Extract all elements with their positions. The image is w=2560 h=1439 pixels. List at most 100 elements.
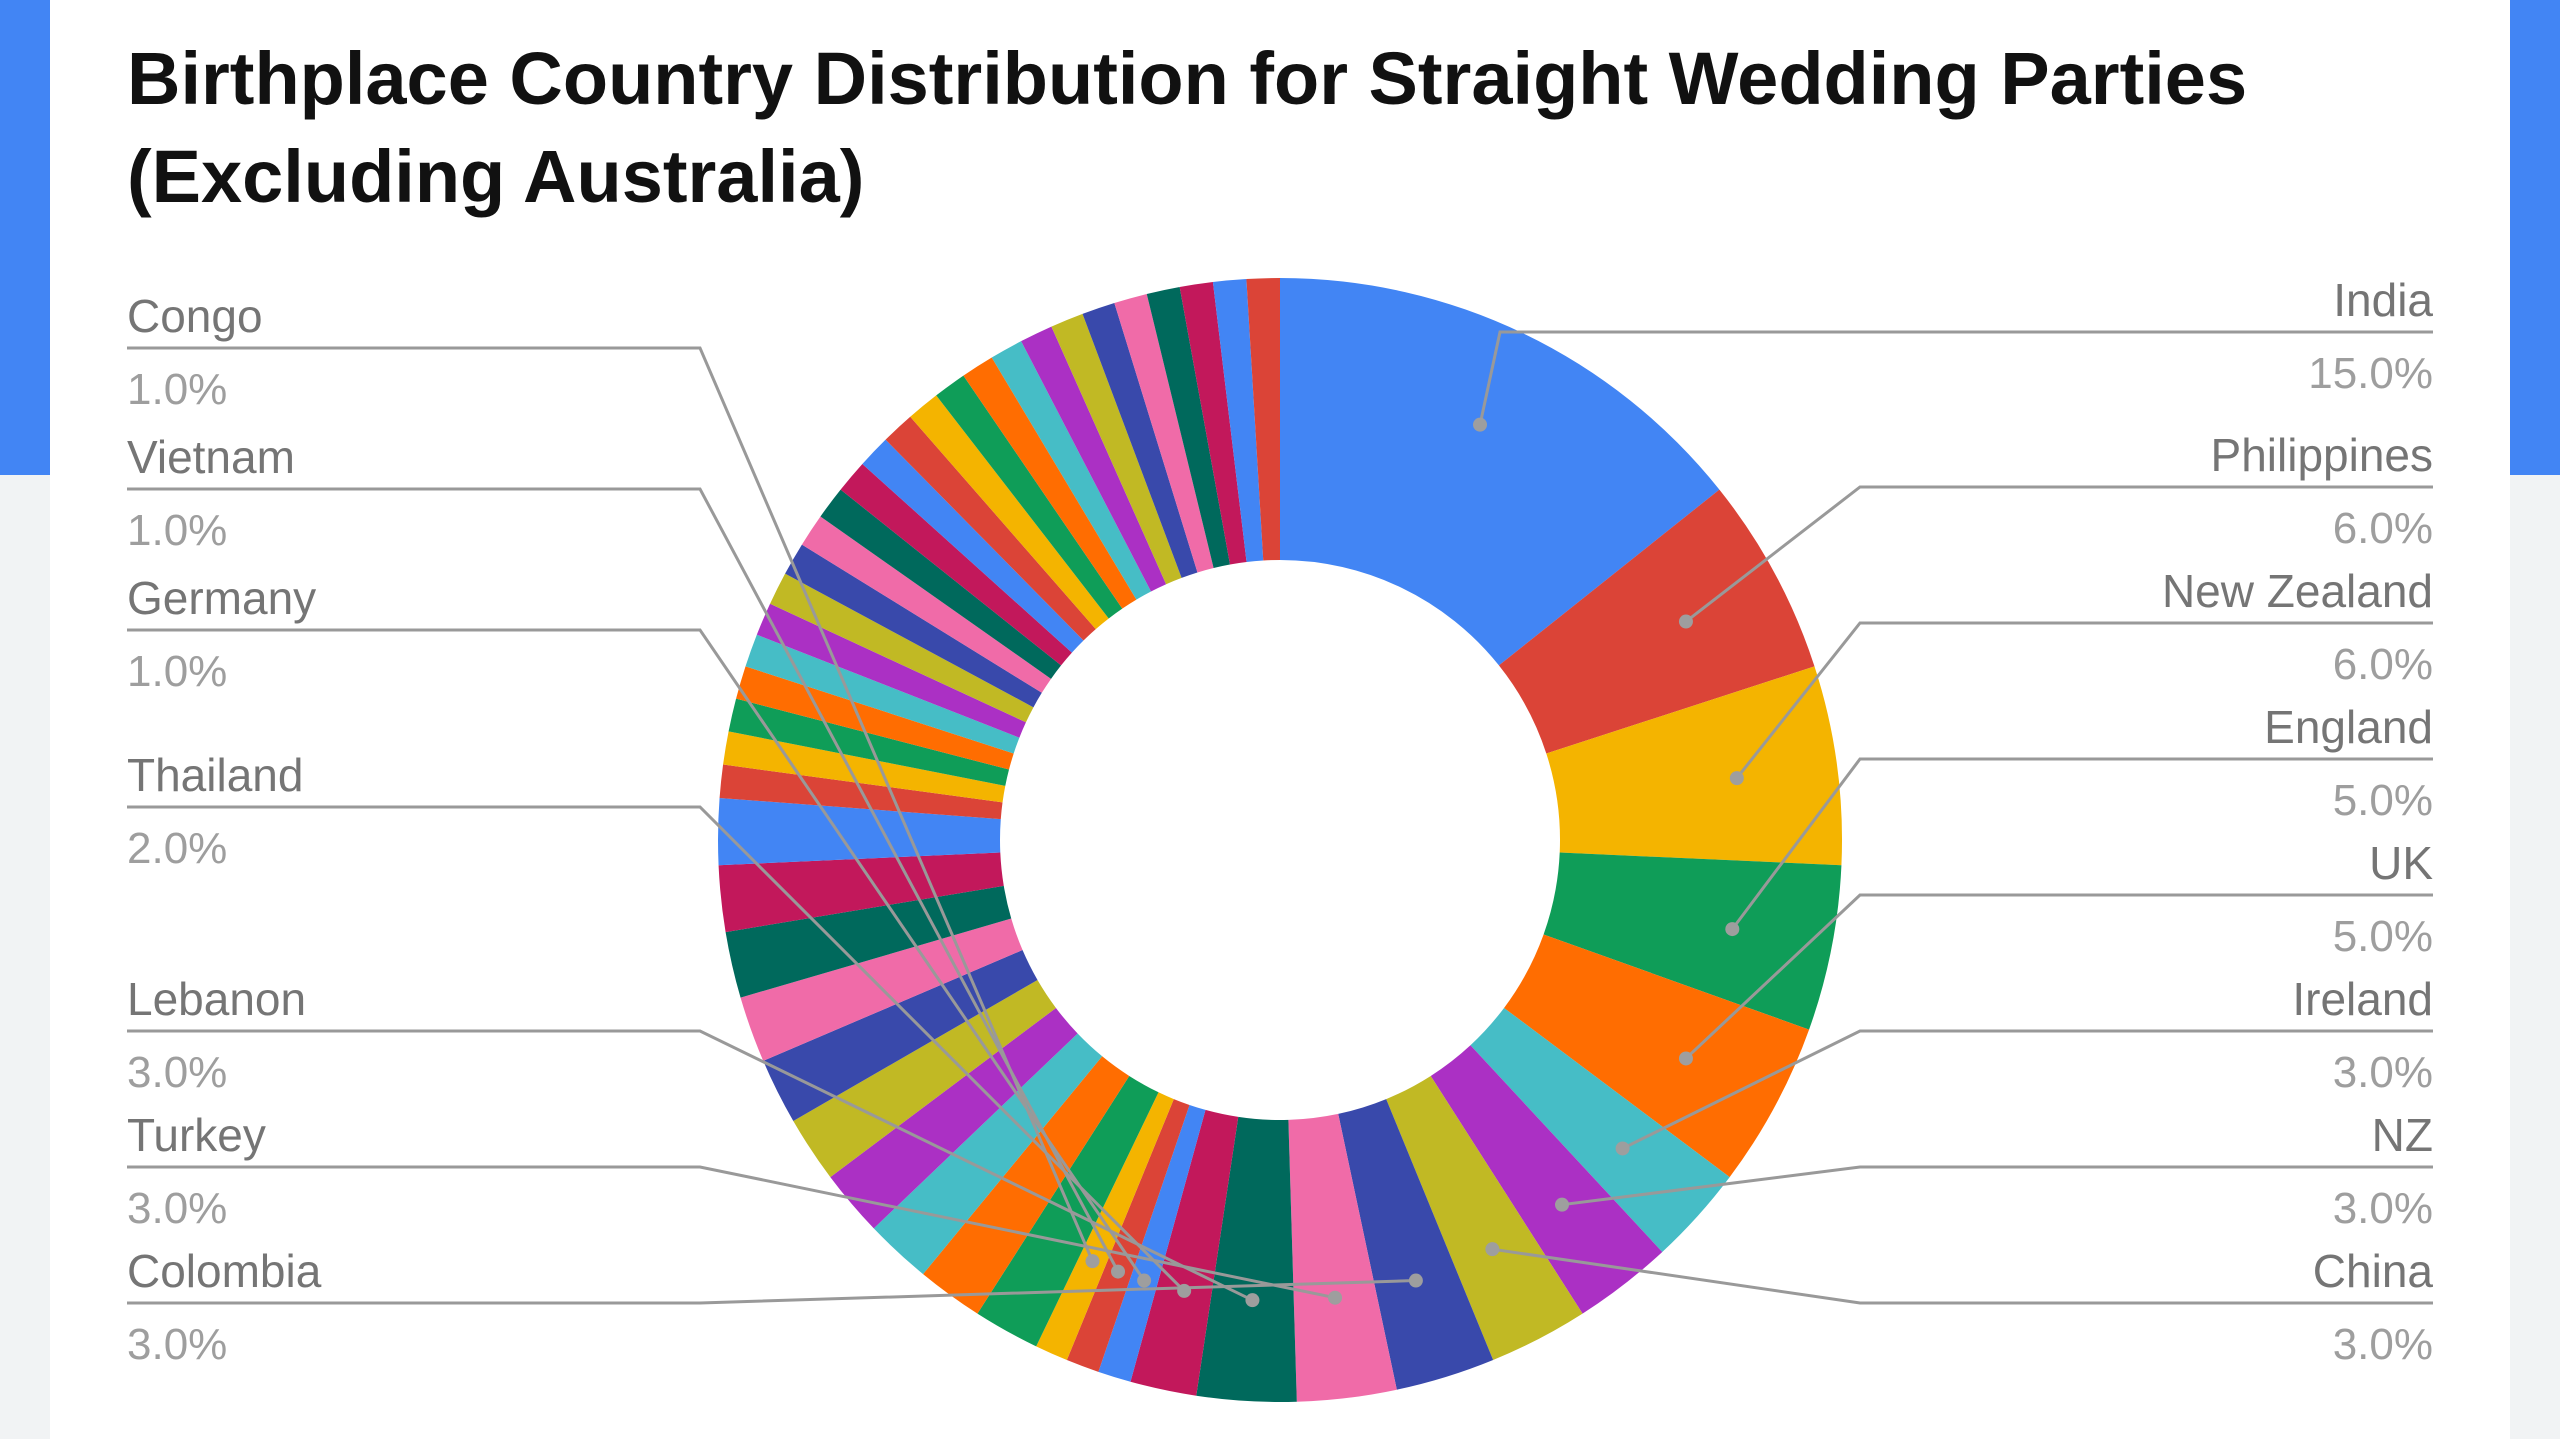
leader-line-england <box>1731 757 2433 930</box>
slice-unlabeled <box>723 731 1006 803</box>
leader-dot-congo <box>1085 1254 1100 1269</box>
label-germany: Germany <box>127 572 316 624</box>
value-thailand: 2.0% <box>127 824 227 873</box>
value-new-zealand: 6.0% <box>2333 640 2433 689</box>
slice-philippines <box>1498 489 1815 754</box>
leader-dot-uk <box>1678 1051 1693 1066</box>
leader-line-colombia <box>127 1279 1416 1305</box>
leader-line-uk <box>1684 893 2433 1060</box>
value-india: 15.0% <box>2308 349 2433 398</box>
value-china: 3.0% <box>2333 1320 2433 1369</box>
label-colombia: Colombia <box>127 1245 322 1297</box>
slice-germany <box>1098 1104 1206 1382</box>
slice-unlabeled <box>830 1007 1078 1229</box>
slice-lebanon <box>1196 1116 1297 1402</box>
value-vietnam: 1.0% <box>127 506 227 555</box>
slice-uk <box>1504 934 1810 1178</box>
leader-line-philippines <box>1685 485 2433 623</box>
label-turkey: Turkey <box>127 1109 266 1161</box>
slice-unlabeled <box>1082 302 1198 578</box>
slice-congo <box>1036 1092 1174 1361</box>
slice-india <box>1280 278 1720 666</box>
leader-line-china <box>1492 1247 2433 1305</box>
slice-unlabeled <box>770 573 1034 723</box>
label-thailand: Thailand <box>127 749 303 801</box>
slice-unlabeled <box>991 341 1152 600</box>
value-congo: 1.0% <box>127 365 227 414</box>
chart-title: Birthplace Country Distribution for Stra… <box>127 37 2248 218</box>
slice-unlabeled <box>936 375 1123 619</box>
leader-dot-ireland <box>1615 1141 1630 1156</box>
leader-dot-germany <box>1137 1273 1152 1288</box>
leader-dot-thailand <box>1177 1283 1192 1298</box>
slice-unlabeled <box>793 980 1056 1178</box>
leader-dot-colombia <box>1408 1273 1423 1288</box>
slice-unlabeled <box>1051 313 1182 585</box>
slice-unlabeled <box>923 1056 1130 1314</box>
leader-dot-turkey <box>1328 1290 1343 1305</box>
slice-new-zealand <box>1546 666 1842 866</box>
label-nz: NZ <box>2372 1109 2433 1161</box>
slice-unlabeled <box>1246 278 1280 561</box>
leader-dot-lebanon <box>1245 1293 1260 1308</box>
slice-unlabeled <box>1212 279 1264 563</box>
slice-unlabeled <box>820 489 1062 679</box>
slice-unlabeled <box>885 416 1096 641</box>
leader-line-ireland <box>1621 1029 2433 1150</box>
slice-unlabeled <box>725 885 1012 998</box>
leader-line-germany <box>127 628 1146 1282</box>
slice-thailand <box>1130 1109 1239 1396</box>
slice-unlabeled <box>785 544 1042 708</box>
slice-unlabeled <box>1146 287 1231 568</box>
label-england: England <box>2264 701 2433 753</box>
slice-unlabeled <box>1179 282 1247 565</box>
leader-line-congo <box>127 346 1094 1262</box>
value-england: 5.0% <box>2333 776 2433 825</box>
value-philippines: 6.0% <box>2333 504 2433 553</box>
label-ireland: Ireland <box>2292 973 2433 1025</box>
slice-unlabeled <box>1114 294 1214 573</box>
label-lebanon: Lebanon <box>127 973 306 1025</box>
value-lebanon: 3.0% <box>127 1048 227 1097</box>
label-vietnam: Vietnam <box>127 431 295 483</box>
leader-dot-philippines <box>1678 614 1693 629</box>
label-uk: UK <box>2369 837 2433 889</box>
slice-colombia <box>1338 1099 1494 1390</box>
slice-unlabeled <box>745 634 1020 754</box>
slice-unlabeled <box>718 852 1004 933</box>
slice-unlabeled <box>1021 326 1167 592</box>
slice-unlabeled <box>717 798 1001 866</box>
leader-dot-india <box>1473 417 1488 432</box>
leader-dot-nz <box>1555 1197 1570 1212</box>
slice-unlabeled <box>963 357 1137 609</box>
label-new-zealand: New Zealand <box>2162 565 2433 617</box>
label-china: China <box>2313 1245 2434 1297</box>
slice-unlabeled <box>862 439 1084 653</box>
slice-turkey <box>1288 1113 1397 1402</box>
label-philippines: Philippines <box>2211 429 2433 481</box>
leader-line-india <box>1478 330 2433 425</box>
leader-line-turkey <box>127 1165 1336 1300</box>
slice-nz <box>1430 1045 1663 1314</box>
leader-dot-china <box>1485 1242 1500 1257</box>
slice-china <box>1386 1075 1583 1361</box>
value-uk: 5.0% <box>2333 912 2433 961</box>
leader-line-nz <box>1561 1165 2433 1207</box>
label-congo: Congo <box>127 290 263 342</box>
leader-dot-england <box>1725 922 1740 937</box>
value-ireland: 3.0% <box>2333 1048 2433 1097</box>
slice-england <box>1543 852 1842 1030</box>
value-turkey: 3.0% <box>127 1184 227 1233</box>
value-nz: 3.0% <box>2333 1184 2433 1233</box>
leader-line-lebanon <box>127 1029 1254 1302</box>
leader-line-vietnam <box>127 487 1120 1273</box>
slice-unlabeled <box>736 666 1014 770</box>
leader-line-new-zealand <box>1735 621 2433 780</box>
value-colombia: 3.0% <box>127 1320 227 1369</box>
slice-unlabeled <box>910 395 1109 630</box>
leader-line-thailand <box>127 805 1186 1292</box>
leader-dot-vietnam <box>1111 1264 1126 1279</box>
slice-unlabeled <box>801 516 1052 693</box>
label-india: India <box>2333 274 2433 326</box>
